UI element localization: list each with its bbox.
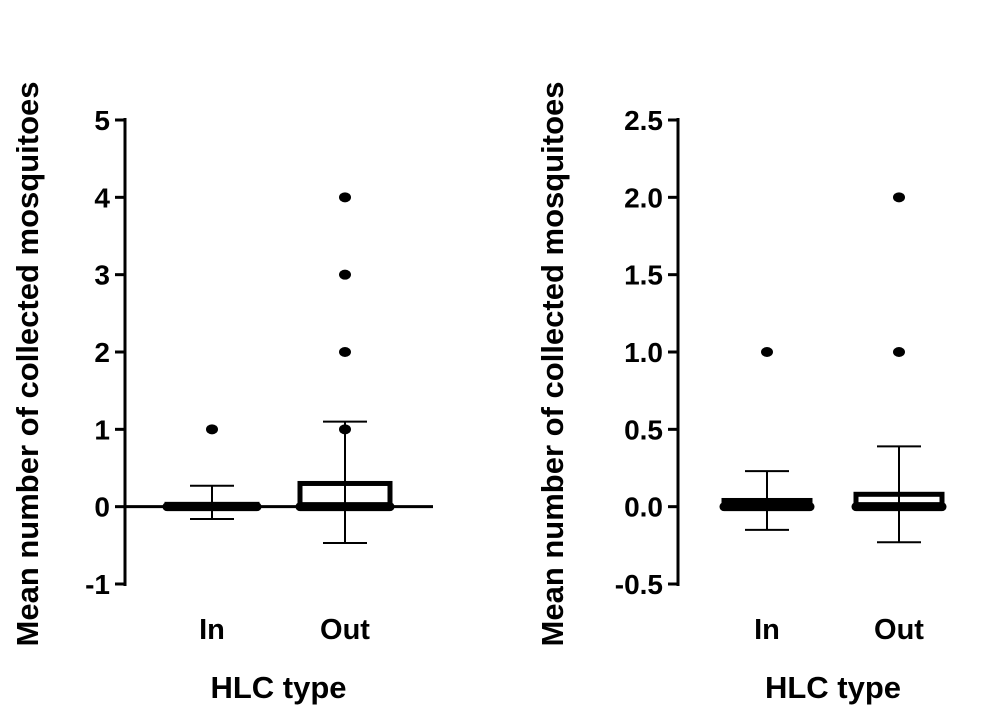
outlier-point [893, 347, 905, 357]
x-tick-label: Out [874, 614, 924, 646]
y-tick-label: 1.0 [624, 337, 663, 368]
outlier-point [893, 192, 905, 203]
y-tick-label: -0.5 [615, 569, 663, 600]
x-axis-label: HLC type [210, 670, 346, 705]
outlier-point [761, 347, 773, 357]
x-axis-label: HLC type [765, 670, 901, 705]
y-tick-label: 3 [94, 260, 110, 291]
outlier-point [339, 347, 351, 357]
y-tick-label: 2 [94, 337, 110, 368]
x-tick-label: Out [320, 614, 370, 646]
outlier-point [339, 424, 351, 435]
y-tick-label: 0.5 [624, 414, 663, 445]
x-tick-label: In [754, 614, 780, 646]
y-tick-label: 0.0 [624, 492, 663, 523]
y-tick-label: 1 [94, 414, 110, 445]
outlier-point [339, 269, 351, 280]
x-tick-label: In [199, 614, 225, 646]
y-tick-label: 0 [94, 492, 110, 523]
y-axis-label: Mean number of collected mosquitoes [10, 82, 45, 647]
y-tick-label: 1.5 [624, 260, 663, 291]
y-tick-label: 4 [94, 182, 110, 213]
y-tick-label: -1 [85, 569, 110, 600]
y-tick-label: 2.5 [624, 105, 663, 136]
outlier-point [339, 192, 351, 203]
y-axis-label: Mean number of collected mosquitoes [535, 82, 570, 647]
y-tick-label: 5 [94, 105, 110, 136]
y-tick-label: 2.0 [624, 182, 663, 213]
outlier-point [206, 424, 218, 435]
